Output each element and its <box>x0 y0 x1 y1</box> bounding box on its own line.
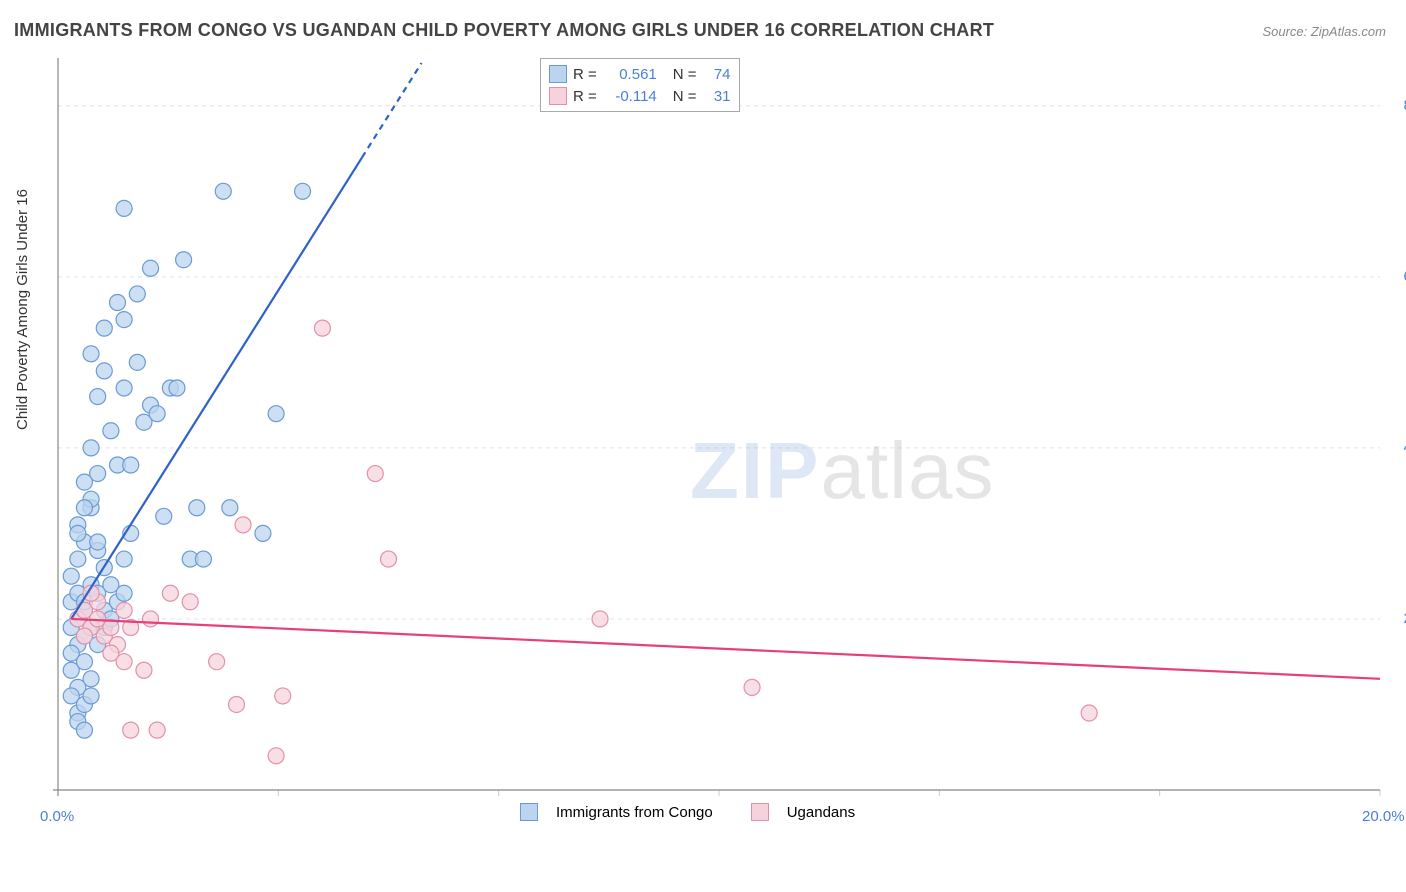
source-value: ZipAtlas.com <box>1311 24 1386 39</box>
x-tick-label: 0.0% <box>40 808 74 825</box>
n-value: 31 <box>703 88 731 105</box>
n-label: N = <box>673 88 697 105</box>
chart-area: ZIPatlas R =0.561N =74R =-0.114N =31 Imm… <box>50 55 1390 825</box>
legend-swatch <box>751 803 769 821</box>
stats-legend-row: R = -0.114 N = 31 <box>549 85 731 107</box>
legend-swatch <box>549 65 567 83</box>
legend-series-label: Ugandans <box>787 804 855 821</box>
stats-legend-row: R = 0.561 N = 74 <box>549 63 731 85</box>
y-axis-label: Child Poverty Among Girls Under 16 <box>14 189 31 430</box>
n-label: N = <box>673 66 697 83</box>
stats-legend: R = 0.561 N = 74 R = -0.114 N = 31 <box>540 58 740 112</box>
scatter-plot <box>50 55 1390 825</box>
source-attribution: Source: ZipAtlas.com <box>1262 24 1386 39</box>
series-legend: Immigrants from Congo Ugandans <box>520 803 875 821</box>
r-label: R = <box>573 66 597 83</box>
chart-title: IMMIGRANTS FROM CONGO VS UGANDAN CHILD P… <box>14 20 994 41</box>
r-value: 0.561 <box>603 66 657 83</box>
r-label: R = <box>573 88 597 105</box>
x-tick-label: 20.0% <box>1362 808 1405 825</box>
legend-swatch <box>549 87 567 105</box>
r-value: -0.114 <box>603 88 657 105</box>
n-value: 74 <box>703 66 731 83</box>
source-label: Source: <box>1262 24 1310 39</box>
legend-swatch <box>520 803 538 821</box>
legend-series-label: Immigrants from Congo <box>556 804 713 821</box>
